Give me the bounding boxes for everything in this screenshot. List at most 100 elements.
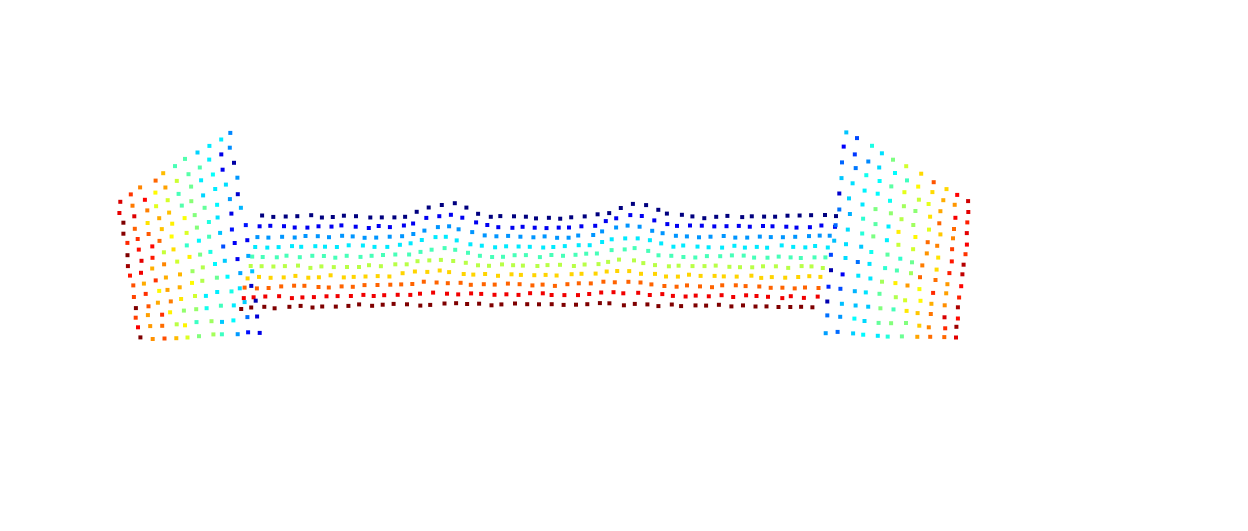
- cloud-point: [333, 255, 338, 260]
- cloud-point: [400, 271, 405, 276]
- cloud-point: [788, 294, 793, 299]
- cloud-point: [280, 234, 285, 239]
- cloud-point: [131, 283, 136, 288]
- cloud-point: [695, 244, 700, 249]
- cloud-point: [720, 245, 725, 250]
- cloud-point: [435, 225, 440, 230]
- cloud-point: [645, 302, 650, 307]
- cloud-point: [966, 199, 971, 204]
- cloud-point: [659, 241, 664, 246]
- cloud-point: [816, 286, 821, 290]
- cloud-point: [155, 300, 160, 305]
- cloud-point: [873, 207, 878, 212]
- cloud-point: [220, 319, 224, 324]
- cloud-point: [937, 221, 942, 226]
- cloud-point: [397, 242, 402, 247]
- cloud-point: [229, 289, 234, 294]
- cloud-point: [734, 274, 739, 279]
- cloud-point: [231, 303, 236, 308]
- cloud-point: [329, 224, 334, 229]
- cloud-point: [637, 224, 642, 229]
- cloud-point: [248, 264, 253, 268]
- cloud-point: [494, 234, 499, 239]
- cloud-point: [626, 279, 631, 284]
- cloud-point: [561, 302, 566, 307]
- cloud-point: [621, 303, 626, 308]
- cloud-point: [187, 254, 192, 259]
- cloud-point: [807, 225, 812, 230]
- cloud-point: [708, 234, 713, 239]
- cloud-point: [167, 210, 172, 215]
- cloud-point: [729, 253, 734, 258]
- cloud-point: [801, 295, 806, 300]
- cloud-point: [928, 214, 933, 219]
- cloud-point: [652, 218, 657, 223]
- cloud-point: [179, 297, 184, 301]
- cloud-point: [943, 326, 948, 331]
- cloud-point: [181, 308, 186, 313]
- cloud-point: [698, 273, 703, 278]
- cloud-point: [697, 235, 701, 240]
- cloud-point: [207, 157, 212, 162]
- cloud-point: [223, 182, 228, 187]
- cloud-point: [852, 316, 857, 321]
- cloud-point: [847, 212, 852, 216]
- cloud-point: [249, 305, 254, 310]
- cloud-point: [576, 243, 581, 248]
- cloud-point: [567, 225, 571, 230]
- cloud-point: [582, 214, 587, 219]
- cloud-point: [482, 233, 487, 238]
- cloud-point: [732, 243, 737, 248]
- cloud-point: [387, 225, 392, 230]
- cloud-point: [812, 255, 817, 260]
- cloud-point: [792, 286, 797, 291]
- cloud-point: [604, 269, 609, 274]
- cloud-point: [513, 301, 517, 306]
- cloud-point: [469, 291, 474, 296]
- cloud-point: [219, 332, 224, 337]
- cloud-point: [182, 216, 187, 221]
- cloud-point: [194, 307, 199, 312]
- cloud-point: [160, 323, 165, 328]
- cloud-point: [603, 219, 608, 224]
- cloud-point: [609, 237, 614, 242]
- cloud-point: [965, 220, 970, 225]
- cloud-point: [931, 180, 936, 185]
- cloud-point: [870, 143, 874, 148]
- cloud-point: [656, 253, 661, 258]
- cloud-point: [832, 238, 837, 243]
- cloud-point: [520, 263, 525, 268]
- cloud-point: [443, 234, 448, 239]
- cloud-point: [542, 234, 547, 239]
- cloud-point: [681, 243, 686, 248]
- cloud-point: [669, 302, 674, 307]
- cloud-point: [797, 213, 802, 218]
- cloud-point: [439, 203, 444, 207]
- cloud-point: [414, 209, 419, 214]
- cloud-point: [305, 225, 310, 230]
- cloud-point: [316, 285, 321, 289]
- cloud-point: [400, 234, 405, 239]
- cloud-point: [360, 243, 365, 248]
- cloud-point: [621, 291, 626, 296]
- cloud-point: [426, 205, 431, 210]
- cloud-point: [944, 291, 949, 296]
- cloud-point: [706, 245, 711, 250]
- cloud-point: [942, 303, 947, 308]
- cloud-point: [193, 294, 197, 298]
- cloud-point: [523, 253, 528, 258]
- cloud-point: [157, 238, 162, 243]
- cloud-point: [277, 294, 282, 299]
- cloud-point: [955, 192, 960, 197]
- cloud-point: [632, 301, 637, 306]
- cloud-point: [219, 137, 224, 142]
- cloud-point: [265, 245, 270, 250]
- cloud-point: [283, 214, 288, 219]
- cloud-point: [561, 253, 565, 258]
- cloud-point: [141, 281, 146, 286]
- cloud-point: [679, 304, 684, 309]
- cloud-point: [222, 258, 227, 263]
- cloud-point: [877, 165, 882, 170]
- cloud-point: [738, 265, 742, 270]
- cloud-point: [300, 295, 305, 300]
